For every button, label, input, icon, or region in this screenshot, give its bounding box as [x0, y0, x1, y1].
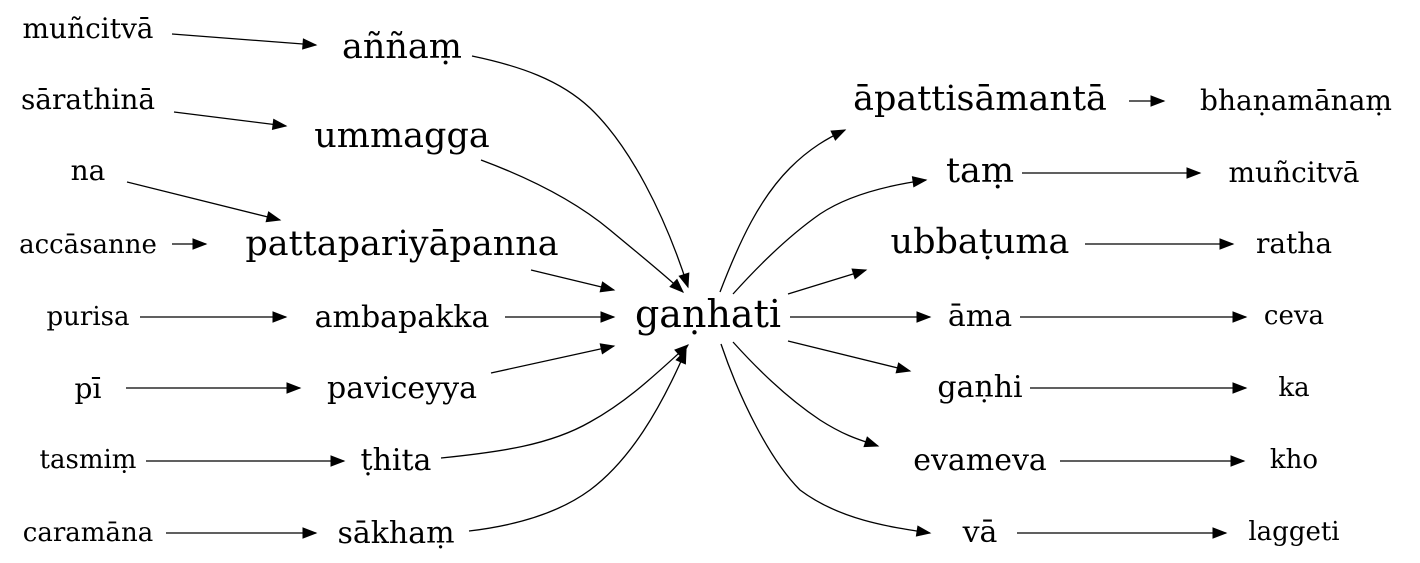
edges [126, 33, 1248, 539]
edge [732, 341, 879, 447]
node-left-inner: ummagga [314, 116, 489, 156]
arrowhead [830, 129, 847, 141]
node-right-outer: ceva [1264, 301, 1324, 331]
node-left-inner: ambapakka [315, 300, 490, 335]
arrowhead [675, 348, 687, 365]
node-left-outer: purisa [47, 302, 130, 332]
node-right-inner: taṃ [946, 151, 1014, 191]
node-left-outer: muñcitvā [22, 12, 153, 45]
node-right-outer: kho [1270, 445, 1318, 475]
node-center: gaṇhati [635, 292, 781, 336]
arrowhead [911, 176, 928, 188]
edge [480, 159, 684, 293]
arrowhead [1219, 238, 1235, 250]
node-left-outer: na [71, 154, 106, 187]
arrowhead [1232, 311, 1248, 323]
arrowhead [915, 525, 932, 537]
node-right-inner: vā [962, 515, 998, 550]
arrowhead [916, 311, 932, 323]
edge [719, 129, 846, 293]
arrowhead [272, 311, 288, 323]
arrowhead [330, 455, 346, 467]
node-right-inner: gaṇhi [937, 370, 1022, 405]
arrowhead [678, 272, 690, 289]
arrowhead [271, 118, 288, 131]
node-left-inner: sākhaṃ [337, 516, 454, 551]
node-right-inner: ubbaṭuma [891, 222, 1070, 262]
node-right-outer: laggeti [1248, 517, 1339, 547]
arrowhead [1150, 95, 1166, 107]
edge [173, 111, 287, 127]
arrowhead [1186, 167, 1202, 179]
edge [471, 55, 689, 288]
arrowhead [863, 436, 880, 448]
node-right-inner: āma [948, 299, 1012, 334]
arrowhead [599, 281, 616, 293]
arrowhead [192, 238, 208, 250]
node-right-outer: ratha [1256, 227, 1332, 260]
node-right-outer: muñcitvā [1228, 156, 1359, 189]
arrowhead [599, 343, 616, 355]
arrowhead [265, 211, 282, 223]
node-right-inner: āpattisāmantā [853, 79, 1107, 119]
arrowhead [286, 382, 302, 394]
node-right-outer: bhaṇamānaṃ [1200, 84, 1392, 117]
arrowhead [302, 38, 318, 50]
arrowhead [302, 527, 318, 539]
edge [171, 33, 317, 46]
edge [787, 340, 911, 372]
node-left-inner: aññaṃ [342, 27, 462, 67]
node-left-outer: accāsanne [19, 230, 157, 260]
node-left-outer: sārathinā [21, 83, 155, 116]
node-left-outer: tasmiṃ [40, 445, 137, 475]
edge [720, 343, 931, 534]
arrowhead [669, 278, 685, 293]
arrowhead [895, 362, 912, 374]
node-left-outer: pī [75, 372, 102, 405]
node-left-inner: pattapariyāpanna [245, 224, 558, 264]
node-right-outer: ka [1278, 373, 1309, 403]
edge [530, 269, 615, 291]
labels: gaṇhati aññaṃ ummagga pattapariyāpanna a… [19, 12, 1392, 551]
edge [787, 269, 867, 295]
edge [732, 179, 927, 295]
edge [468, 349, 687, 532]
node-left-inner: paviceyya [327, 371, 477, 406]
arrowhead [1230, 455, 1246, 467]
arrowhead [1212, 527, 1228, 539]
edge [440, 344, 689, 459]
edge [126, 181, 281, 221]
edge [490, 345, 615, 374]
node-left-outer: caramāna [23, 518, 153, 548]
arrowhead [1232, 382, 1248, 394]
node-left-inner: ṭhita [361, 443, 432, 478]
arrowhead [600, 311, 616, 323]
node-right-inner: evameva [913, 443, 1047, 478]
arrowhead [851, 268, 868, 280]
